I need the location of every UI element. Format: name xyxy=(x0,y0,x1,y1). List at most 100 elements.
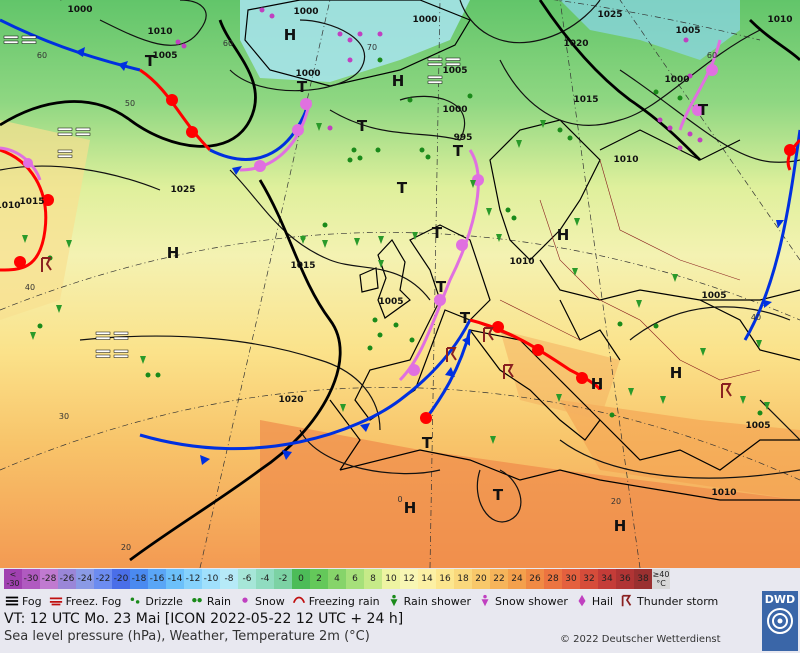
isobar-label: 1000 xyxy=(664,75,689,85)
pressure-center-label: T xyxy=(397,179,408,197)
legend-label: Hail xyxy=(591,594,614,608)
isobar-label: 1005 xyxy=(745,421,770,431)
dwd-logo: DWD xyxy=(762,591,798,651)
temperature-label: 40 xyxy=(25,283,35,292)
legend-label: Rain shower xyxy=(403,594,472,608)
thunderstorm-symbols xyxy=(41,257,732,398)
temperature-label: 60 xyxy=(37,51,47,60)
snow-icon xyxy=(242,597,248,603)
colorbar-cell: -6 xyxy=(238,569,256,589)
front-symbols xyxy=(14,47,796,465)
pressure-center-label: T xyxy=(297,78,308,96)
legend-label: Thunder storm xyxy=(637,594,719,608)
isobar-label: 1010 xyxy=(767,15,792,25)
rain-icon xyxy=(192,597,202,603)
colorbar-cell: 34 xyxy=(598,569,616,589)
thunderstorm-icon xyxy=(621,594,632,607)
pressure-center-label: H xyxy=(670,364,683,382)
colorbar-low-value: -30 xyxy=(6,579,20,588)
colorbar-cell: -2 xyxy=(274,569,292,589)
isobar-label: 1005 xyxy=(152,51,177,61)
pressure-center-label: T xyxy=(432,224,443,242)
colorbar-cell: 12 xyxy=(400,569,418,589)
pressure-center-label: H xyxy=(591,375,604,393)
isobar-label: 1015 xyxy=(573,95,598,105)
snow-shower-icon xyxy=(481,594,489,607)
pressure-center-label: H xyxy=(557,226,570,244)
freezing-rain-icon xyxy=(292,596,305,604)
legend-panel: < -30 -30 -28 -26 -24 -22 -20 -18 -16 -14 -12 -10 -8-… xyxy=(0,568,800,653)
hail-icon xyxy=(578,594,586,607)
pressure-center-label: T xyxy=(698,101,709,119)
warm-front-west xyxy=(0,148,48,272)
colorbar-low-end: < -30 xyxy=(4,569,22,589)
isobar-label: 1010 xyxy=(509,257,534,267)
copyright-text: © 2022 Deutscher Wetterdienst xyxy=(560,634,721,645)
isobar-label: 1020 xyxy=(278,395,303,405)
isobar-label: 1005 xyxy=(442,66,467,76)
pressure-center-label: T xyxy=(436,278,447,296)
cold-front-east xyxy=(743,129,800,341)
pressure-center-label: H xyxy=(392,72,405,90)
hot-area-africa xyxy=(260,420,800,568)
temperature-label: 30 xyxy=(59,412,69,421)
colorbar-cell: 38 xyxy=(634,569,652,589)
weather-symbols xyxy=(3,7,770,444)
temperature-label: 20 xyxy=(121,543,131,552)
legend-item: Hail xyxy=(574,594,613,608)
colorbar-unit: °C xyxy=(656,579,666,588)
legend-label: Rain xyxy=(206,594,232,608)
freezing-fog-icon xyxy=(49,597,62,606)
valid-time-label: VT: 12 UTC Mo. 23 Mai [ICON 2022-05-22 1… xyxy=(4,611,404,627)
pressure-center-label: H xyxy=(167,244,180,262)
isobar-label: 1010 xyxy=(0,201,21,211)
colorbar-cell: 2 xyxy=(310,569,328,589)
drizzle-icon xyxy=(131,597,140,604)
isobar-label: 1005 xyxy=(675,26,700,36)
legend-item: Rain shower xyxy=(386,594,471,608)
colorbar-cell: -24 xyxy=(76,569,94,589)
colorbar-cell: 6 xyxy=(346,569,364,589)
isobar-label: 1015 xyxy=(290,261,315,271)
temperature-label: 60 xyxy=(223,39,233,48)
colorbar-cell: -16 xyxy=(148,569,166,589)
country-borders xyxy=(469,159,761,381)
map-description: Sea level pressure (hPa), Weather, Tempe… xyxy=(4,629,370,644)
legend-item: Fog xyxy=(4,594,42,608)
isobar-label: 1015 xyxy=(19,197,44,207)
colorbar-cell: -4 xyxy=(256,569,274,589)
isobar-label: 1000 xyxy=(412,15,437,25)
occluded-front-iceland xyxy=(239,99,312,172)
temperature-label: 0 xyxy=(397,495,402,504)
isobar-label: 1020 xyxy=(563,39,588,49)
colorbar-cell: -14 xyxy=(166,569,184,589)
legend-label: Freez. Fog xyxy=(65,594,122,608)
colorbar-cell: -18 xyxy=(130,569,148,589)
isobar-label: 1025 xyxy=(170,185,195,195)
pressure-center-label: T xyxy=(453,142,464,160)
pressure-center-label: H xyxy=(284,26,297,44)
colorbar-cell: 28 xyxy=(544,569,562,589)
isobar-label: 1005 xyxy=(701,291,726,301)
snow-symbols xyxy=(175,7,703,151)
dwd-swirl-icon xyxy=(767,608,793,634)
colorbar-cell: -30 xyxy=(22,569,40,589)
coastlines xyxy=(244,0,800,501)
colorbar-cell: 18 xyxy=(454,569,472,589)
colorbar-cell: -20 xyxy=(112,569,130,589)
pressure-center-label: T xyxy=(460,309,471,327)
cold-front-iceland xyxy=(209,99,312,161)
temperature-label: 40 xyxy=(751,313,761,322)
colorbar-cell: 8 xyxy=(364,569,382,589)
isobar-label: 1010 xyxy=(711,488,736,498)
cold-area-greenland xyxy=(240,0,470,82)
occluded-front-east xyxy=(678,39,722,131)
pressure-center-label: T xyxy=(357,117,368,135)
colorbar-cell: 20 xyxy=(472,569,490,589)
colorbar-high-end: ≥40 °C xyxy=(652,569,670,589)
fog-icon xyxy=(5,596,19,606)
temperature-label: 20 xyxy=(611,497,621,506)
weather-map: 1010 1005 1000 1000 1000 1005 1000 995 1025 1020 1… xyxy=(0,0,800,568)
